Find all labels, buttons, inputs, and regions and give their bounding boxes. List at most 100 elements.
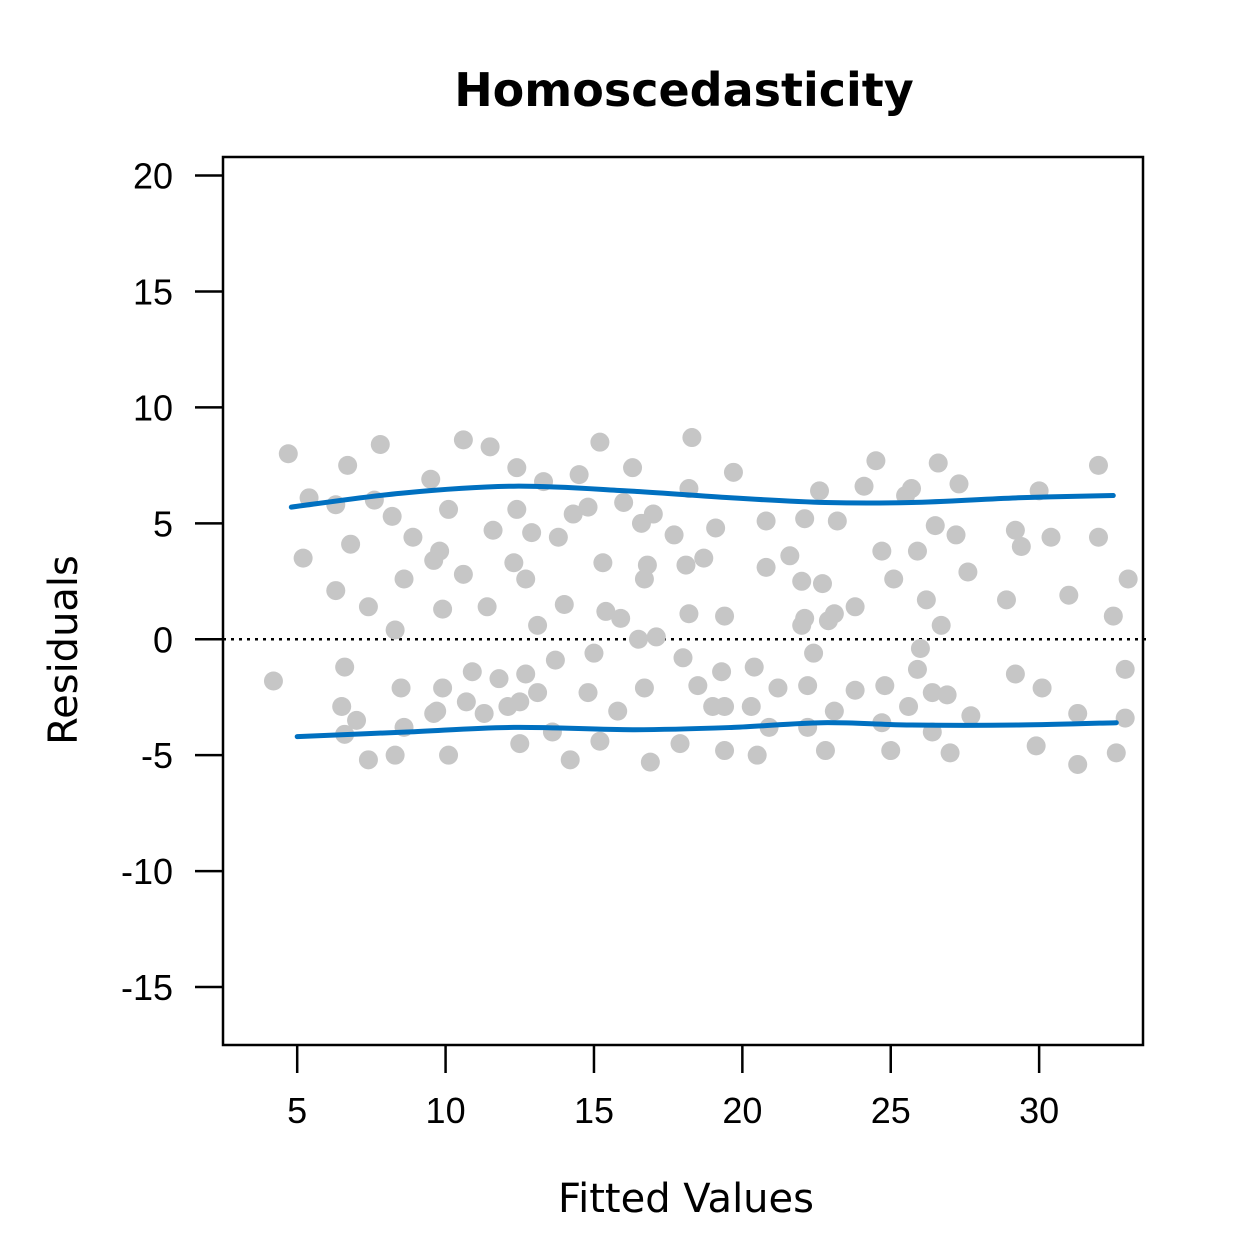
data-point xyxy=(563,504,583,524)
data-point xyxy=(528,615,548,635)
data-point xyxy=(798,676,818,696)
data-point xyxy=(688,676,708,696)
data-point xyxy=(1011,537,1031,557)
y-tick-label: 20 xyxy=(133,156,173,197)
data-point xyxy=(427,701,447,721)
data-point xyxy=(1032,678,1052,698)
data-point xyxy=(866,451,886,471)
data-point xyxy=(1088,455,1108,475)
data-point xyxy=(522,523,542,543)
data-point xyxy=(634,678,654,698)
data-point xyxy=(931,615,951,635)
data-point xyxy=(1059,585,1079,605)
data-point xyxy=(812,574,832,594)
data-point xyxy=(453,564,473,584)
x-tick-label: 20 xyxy=(722,1090,762,1131)
data-point xyxy=(1068,754,1088,774)
plot-area: -15 -10 -5 0 5 10 15 20 5 10 15 20 25 30 xyxy=(121,156,1149,1131)
data-point xyxy=(958,562,978,582)
data-point xyxy=(694,548,714,568)
x-tick-label: 25 xyxy=(871,1090,911,1131)
data-point xyxy=(623,458,643,478)
upper-band-line xyxy=(288,483,1116,510)
data-point xyxy=(1005,664,1025,684)
x-axis-title: Fitted Values xyxy=(558,1176,814,1222)
data-point xyxy=(946,525,966,545)
data-point xyxy=(341,534,361,554)
data-point xyxy=(824,604,844,624)
data-point xyxy=(676,555,696,575)
data-point xyxy=(715,696,735,716)
data-point xyxy=(510,734,530,754)
data-point xyxy=(489,669,509,689)
data-point xyxy=(1088,527,1108,547)
data-point xyxy=(1106,743,1126,763)
data-point xyxy=(385,620,405,640)
data-point xyxy=(430,541,450,561)
data-point xyxy=(916,590,936,610)
data-point xyxy=(902,479,922,499)
data-point xyxy=(528,683,548,703)
data-point xyxy=(394,569,414,589)
data-point xyxy=(928,453,948,473)
data-point xyxy=(453,430,473,450)
data-point xyxy=(854,476,874,496)
data-point xyxy=(884,569,904,589)
data-point xyxy=(881,741,901,761)
data-point xyxy=(483,520,503,540)
data-point xyxy=(741,696,761,716)
x-tick-label: 15 xyxy=(574,1090,614,1131)
x-tick-label: 10 xyxy=(426,1090,466,1131)
data-point xyxy=(1041,527,1061,547)
data-point xyxy=(756,557,776,577)
data-point xyxy=(949,474,969,494)
data-point xyxy=(578,683,598,703)
data-point xyxy=(507,458,527,478)
data-point xyxy=(278,444,298,464)
y-tick-label: 10 xyxy=(133,387,173,428)
data-point xyxy=(1068,703,1088,723)
data-point xyxy=(827,511,847,531)
data-point xyxy=(326,581,346,601)
data-point xyxy=(706,518,726,538)
data-point xyxy=(646,627,666,647)
data-point xyxy=(382,506,402,526)
data-point xyxy=(516,569,536,589)
data-point xyxy=(628,629,648,649)
y-axis-title: Residuals xyxy=(41,555,87,745)
data-point xyxy=(545,650,565,670)
data-point xyxy=(643,504,663,524)
data-point xyxy=(614,492,634,512)
data-point xyxy=(670,734,690,754)
data-point xyxy=(768,678,788,698)
data-point xyxy=(673,648,693,668)
data-point xyxy=(910,639,930,659)
data-point xyxy=(637,555,657,575)
data-point xyxy=(516,664,536,684)
data-point xyxy=(1115,659,1135,679)
data-point xyxy=(1005,520,1025,540)
data-point xyxy=(462,662,482,682)
data-point xyxy=(940,743,960,763)
data-point xyxy=(907,541,927,561)
data-point xyxy=(456,692,476,712)
data-point xyxy=(335,657,355,677)
data-point xyxy=(1026,736,1046,756)
y-tick-label: -15 xyxy=(121,967,173,1008)
data-point xyxy=(925,516,945,536)
data-point xyxy=(1115,708,1135,728)
data-point xyxy=(640,752,660,772)
data-point xyxy=(385,745,405,765)
data-point xyxy=(263,671,283,691)
data-point xyxy=(961,706,981,726)
data-point xyxy=(370,434,390,454)
chart-title: Homoscedasticity xyxy=(454,63,914,117)
data-point xyxy=(421,469,441,489)
data-point xyxy=(679,604,699,624)
data-point xyxy=(403,527,423,547)
data-point xyxy=(358,750,378,770)
data-point xyxy=(792,571,812,591)
data-point xyxy=(712,662,732,682)
data-point xyxy=(590,432,610,452)
